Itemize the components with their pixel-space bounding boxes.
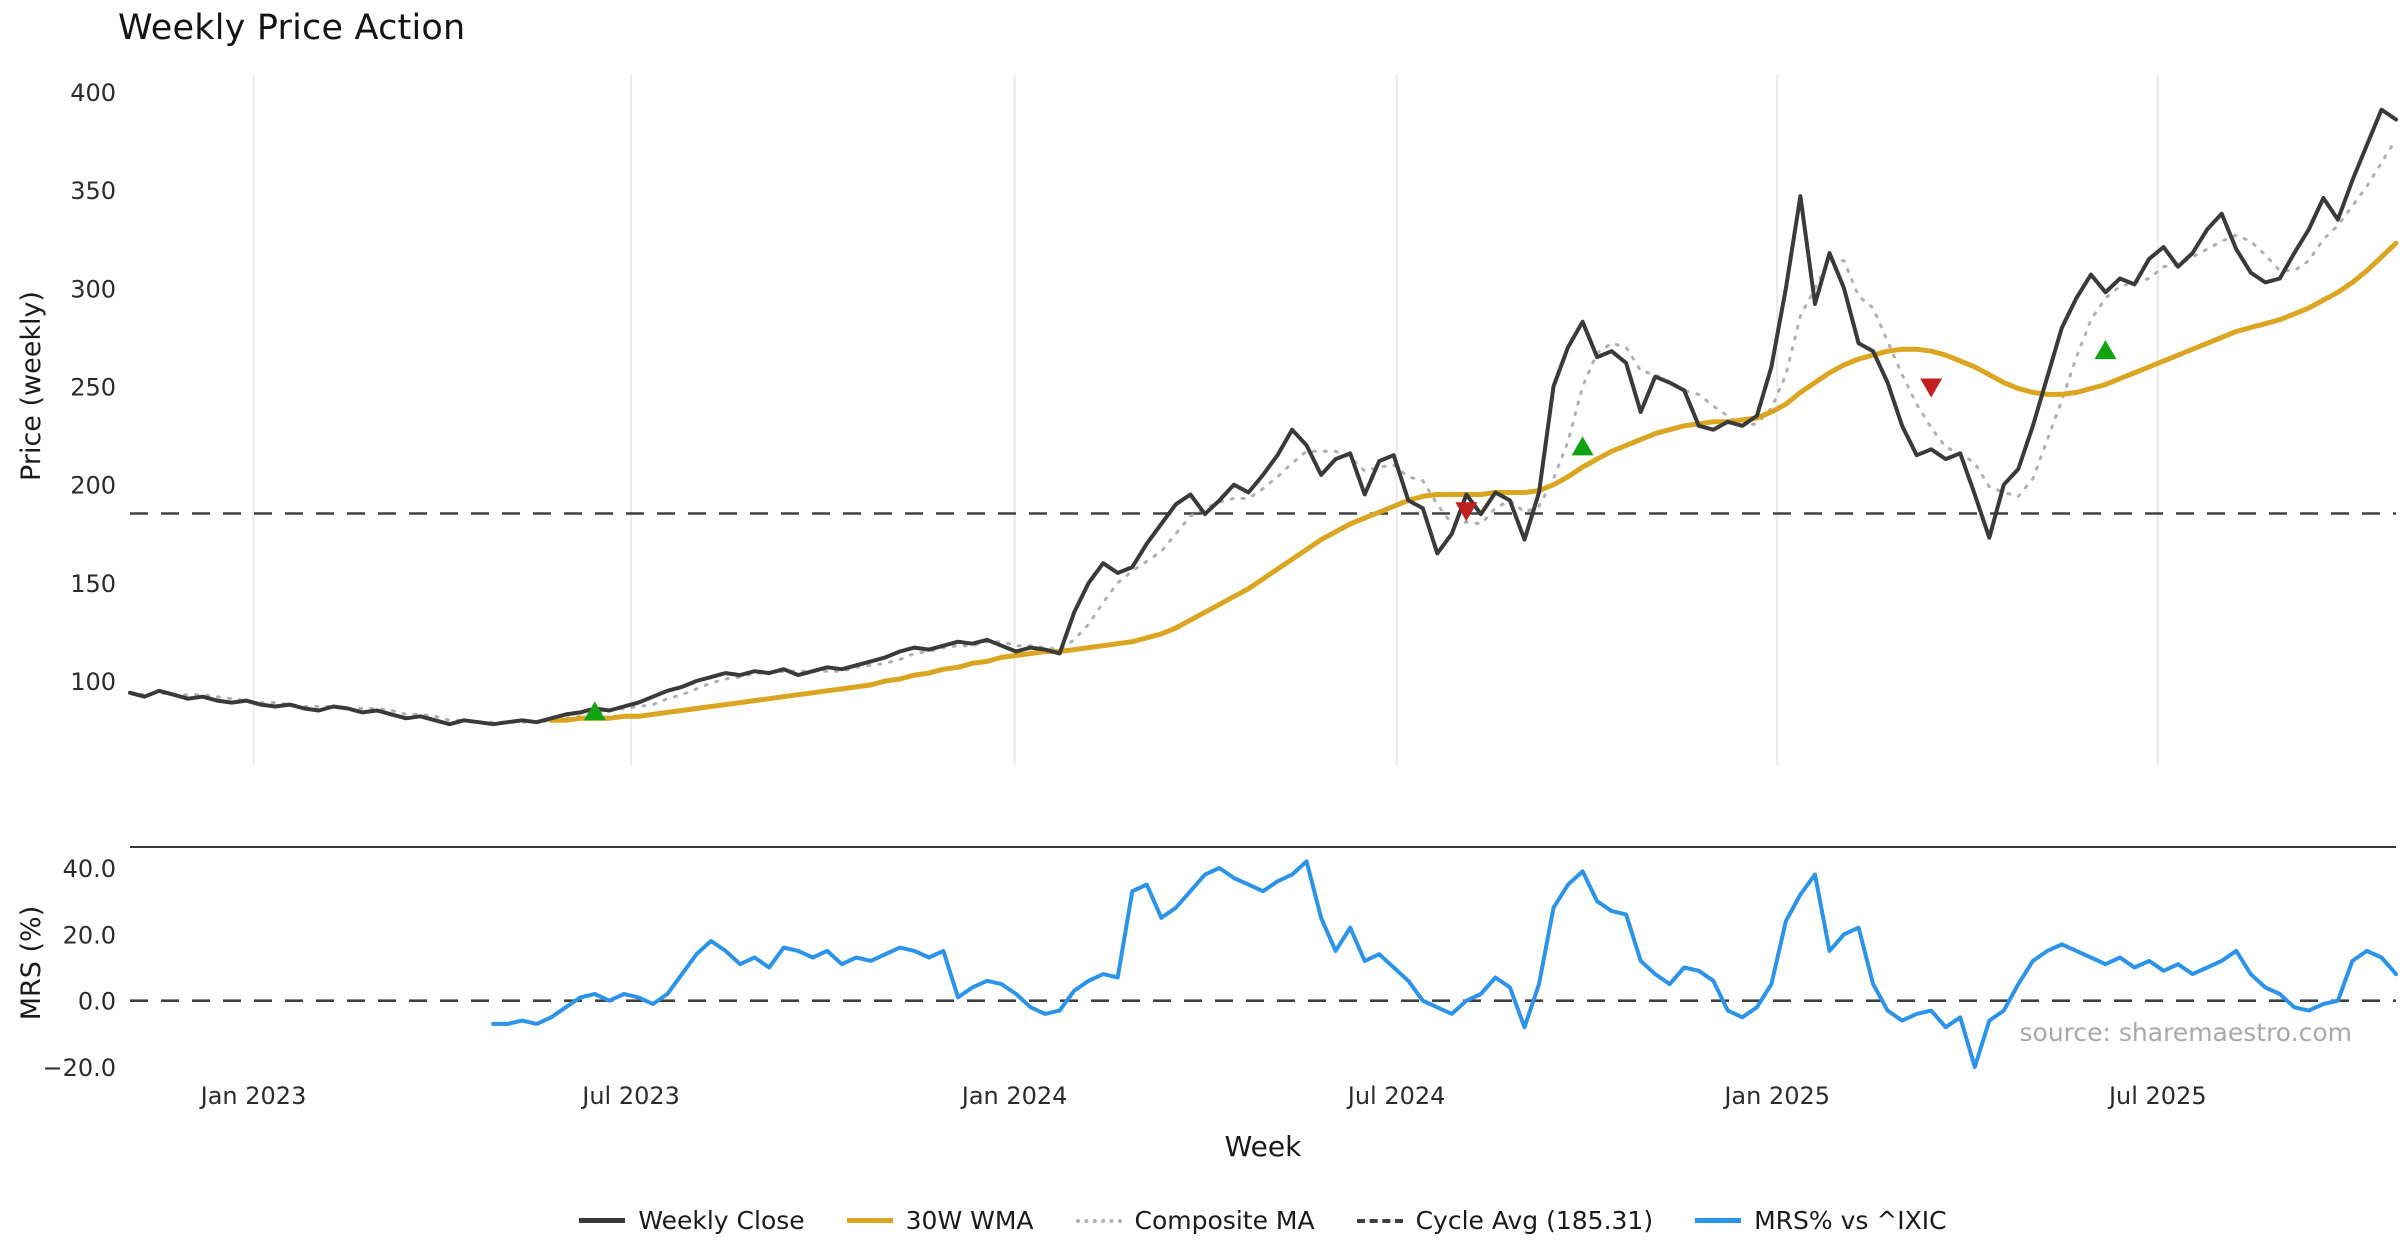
mrs-y-tick-label: 20.0: [63, 921, 116, 949]
weekly-close-line: [128, 107, 2398, 727]
source-watermark: source: sharemaestro.com: [2019, 1018, 2353, 1047]
mrs-y-tick-label: 0.0: [78, 988, 116, 1016]
legend-label-mrs: MRS% vs ^IXIC: [1754, 1206, 1947, 1235]
price-y-tick-label: 200: [70, 472, 116, 500]
legend-label-cycle-avg: Cycle Avg (185.31): [1415, 1206, 1654, 1235]
sell-signal-triangle-down-icon: [1920, 378, 1943, 398]
chart-title: Weekly Price Action: [118, 8, 466, 48]
cycle-avg-line-swatch-icon: [1356, 1218, 1403, 1223]
legend: Weekly Close 30W WMA Composite MA Cycle …: [130, 1206, 2396, 1235]
composite-ma-line-swatch-icon: [1075, 1218, 1122, 1223]
x-tick-label: Jan 2023: [199, 1082, 307, 1110]
mrs-y-tick-label: 40.0: [63, 855, 116, 883]
mrs-vs-ixic-line: [491, 859, 2398, 1069]
price-y-tick-label: 350: [70, 177, 116, 205]
x-tick-label: Jul 2025: [2107, 1082, 2207, 1110]
legend-item-30w-wma: 30W WMA: [846, 1206, 1034, 1235]
legend-item-composite-ma: Composite MA: [1075, 1206, 1315, 1235]
mrs-y-tick-label: −20.0: [42, 1054, 116, 1082]
price-y-tick-label: 150: [70, 570, 116, 598]
mrs-line-swatch-icon: [1695, 1218, 1742, 1223]
legend-label-30w-wma: 30W WMA: [905, 1206, 1034, 1235]
x-axis-title: Week: [1224, 1130, 1302, 1163]
x-tick-label: Jan 2024: [960, 1082, 1068, 1110]
wma-line-swatch-icon: [846, 1218, 893, 1223]
legend-label-composite-ma: Composite MA: [1134, 1206, 1315, 1235]
price-y-tick-label: 300: [70, 275, 116, 303]
price-y-tick-label: 400: [70, 79, 116, 107]
legend-item-cycle-avg: Cycle Avg (185.31): [1356, 1206, 1654, 1235]
legend-label-weekly-close: Weekly Close: [638, 1206, 805, 1235]
buy-signal-triangle-up-icon: [2094, 340, 2117, 360]
30w-wma-line: [548, 240, 2399, 723]
legend-item-weekly-close: Weekly Close: [579, 1206, 805, 1235]
weekly-close-line-swatch-icon: [579, 1218, 626, 1223]
price-y-tick-label: 100: [70, 668, 116, 696]
composite-ma-line: [128, 137, 2398, 724]
legend-item-mrs: MRS% vs ^IXIC: [1695, 1206, 1947, 1235]
x-tick-label: Jan 2025: [1722, 1082, 1830, 1110]
buy-signal-triangle-up-icon: [1571, 436, 1594, 456]
sell-signal-triangle-down-icon: [1455, 502, 1478, 522]
buy-signal-triangle-up-icon: [583, 701, 606, 721]
price-y-tick-label: 250: [70, 374, 116, 402]
x-tick-label: Jul 2024: [1346, 1082, 1446, 1110]
x-tick-label: Jul 2023: [580, 1082, 680, 1110]
